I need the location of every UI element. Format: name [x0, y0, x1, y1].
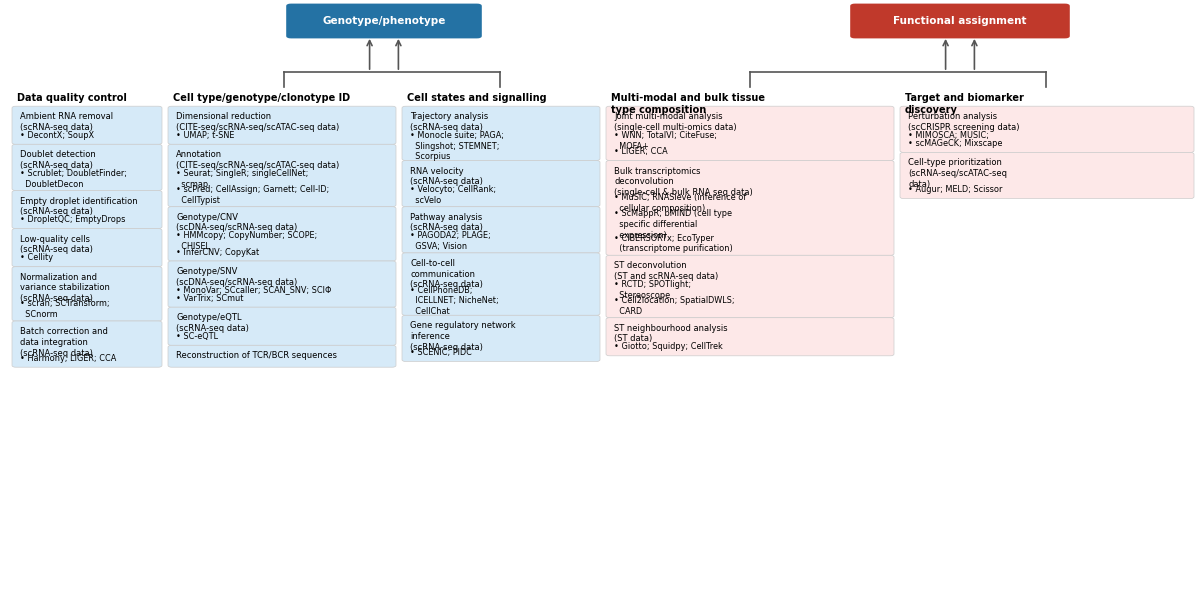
Text: Batch correction and
data integration
(scRNA-seq data): Batch correction and data integration (s… [20, 327, 108, 358]
Text: • RCTD; SPOTlight;
  Stereoscope: • RCTD; SPOTlight; Stereoscope [614, 280, 691, 299]
Text: Genotype/SNV
(scDNA-seq/scRNA-seq data): Genotype/SNV (scDNA-seq/scRNA-seq data) [176, 267, 298, 287]
Text: Bulk transcriptomics
deconvolution
(single-cell & bulk RNA seq data): Bulk transcriptomics deconvolution (sing… [614, 167, 754, 197]
Text: • UMAP; t-SNE: • UMAP; t-SNE [176, 131, 235, 140]
Text: Perturbation analysis
(scCRISPR screening data): Perturbation analysis (scCRISPR screenin… [908, 112, 1020, 132]
Text: ST deconvolution
(ST and scRNA-seq data): ST deconvolution (ST and scRNA-seq data) [614, 262, 719, 281]
Text: • Cellity: • Cellity [20, 253, 54, 262]
FancyBboxPatch shape [606, 161, 894, 256]
Text: Empty droplet identification
(scRNA-seq data): Empty droplet identification (scRNA-seq … [20, 196, 138, 216]
Text: Joint multi-modal analysis
(single-cell multi-omics data): Joint multi-modal analysis (single-cell … [614, 112, 737, 132]
Text: • scPred; CellAssign; Garnett; Cell-ID;
  CellTypist: • scPred; CellAssign; Garnett; Cell-ID; … [176, 185, 330, 205]
Text: Multi-modal and bulk tissue
type composition: Multi-modal and bulk tissue type composi… [611, 93, 764, 115]
Text: • Scrublet; DoubletFinder;
  DoubletDecon: • Scrublet; DoubletFinder; DoubletDecon [20, 169, 127, 188]
Text: Doublet detection
(scRNA-seq data): Doublet detection (scRNA-seq data) [20, 150, 96, 170]
Text: Cell states and signalling: Cell states and signalling [407, 93, 546, 103]
Text: • DecontX; SoupX: • DecontX; SoupX [20, 131, 95, 140]
Text: RNA velocity
(scRNA-seq data): RNA velocity (scRNA-seq data) [410, 167, 484, 186]
Text: • LIGER; CCA: • LIGER; CCA [614, 147, 668, 156]
FancyBboxPatch shape [12, 321, 162, 367]
Text: • Augur; MELD; Scissor: • Augur; MELD; Scissor [908, 185, 1003, 194]
Text: • Seurat; SingleR; singleCellNet;
  scmap: • Seurat; SingleR; singleCellNet; scmap [176, 169, 308, 188]
Text: • WNN; TotalVI; CiteFuse;
  MOFA+: • WNN; TotalVI; CiteFuse; MOFA+ [614, 131, 718, 151]
FancyBboxPatch shape [168, 144, 396, 206]
FancyBboxPatch shape [12, 106, 162, 144]
Text: ST neighbourhood analysis
(ST data): ST neighbourhood analysis (ST data) [614, 324, 728, 343]
FancyBboxPatch shape [287, 4, 481, 38]
Text: Pathway analysis
(scRNA-seq data): Pathway analysis (scRNA-seq data) [410, 213, 484, 232]
Text: Low-quality cells
(scRNA-seq data): Low-quality cells (scRNA-seq data) [20, 235, 94, 254]
Text: • Harmony; LIGER; CCA: • Harmony; LIGER; CCA [20, 354, 116, 362]
FancyBboxPatch shape [402, 206, 600, 253]
Text: Cell-type prioritization
(scRNA-seq/scATAC-seq
data): Cell-type prioritization (scRNA-seq/scAT… [908, 158, 1008, 189]
Text: Functional assignment: Functional assignment [893, 16, 1027, 26]
Text: • MuSiC; RNASieve (inference of
  cellular composition): • MuSiC; RNASieve (inference of cellular… [614, 193, 746, 213]
FancyBboxPatch shape [606, 318, 894, 356]
Text: Trajectory analysis
(scRNA-seq data): Trajectory analysis (scRNA-seq data) [410, 112, 488, 132]
Text: Genotype/CNV
(scDNA-seq/scRNA-seq data): Genotype/CNV (scDNA-seq/scRNA-seq data) [176, 213, 298, 232]
Text: • HMMcopy; CopyNumber; SCOPE;
  CHISEL: • HMMcopy; CopyNumber; SCOPE; CHISEL [176, 231, 318, 251]
Text: • VarTrix; SCmut: • VarTrix; SCmut [176, 294, 244, 303]
Text: Reconstruction of TCR/BCR sequences: Reconstruction of TCR/BCR sequences [176, 352, 337, 360]
FancyBboxPatch shape [168, 346, 396, 367]
FancyBboxPatch shape [12, 191, 162, 229]
FancyBboxPatch shape [900, 152, 1194, 199]
FancyBboxPatch shape [168, 307, 396, 346]
FancyBboxPatch shape [12, 229, 162, 266]
Text: Dimensional reduction
(CITE-seq/scRNA-seq/scATAC-seq data): Dimensional reduction (CITE-seq/scRNA-se… [176, 112, 340, 132]
Text: • CIBERSORTx; EcoTyper
  (transcriptome purification): • CIBERSORTx; EcoTyper (transcriptome pu… [614, 234, 733, 253]
Text: • Giotto; Squidpy; CellTrek: • Giotto; Squidpy; CellTrek [614, 342, 724, 352]
FancyBboxPatch shape [168, 106, 396, 144]
Text: • MIMOSCA; MUSIC;: • MIMOSCA; MUSIC; [908, 131, 989, 140]
FancyBboxPatch shape [900, 106, 1194, 152]
Text: • SC-eQTL: • SC-eQTL [176, 332, 218, 341]
Text: Cell type/genotype/clonotype ID: Cell type/genotype/clonotype ID [173, 93, 350, 103]
FancyBboxPatch shape [12, 266, 162, 321]
Text: • scMAGeCK; Mixscape: • scMAGeCK; Mixscape [908, 139, 1003, 148]
Text: Annotation
(CITE-seq/scRNA-seq/scATAC-seq data): Annotation (CITE-seq/scRNA-seq/scATAC-se… [176, 150, 340, 170]
FancyBboxPatch shape [402, 316, 600, 361]
Text: • scran; SCTransform;
  SCnorm: • scran; SCTransform; SCnorm [20, 299, 110, 319]
FancyBboxPatch shape [168, 261, 396, 307]
Text: • Velocyto; CellRank;
  scVelo: • Velocyto; CellRank; scVelo [410, 185, 497, 205]
Text: Data quality control: Data quality control [17, 93, 127, 103]
Text: Target and biomarker
discovery: Target and biomarker discovery [905, 93, 1024, 115]
Text: • MonoVar; SCcaller; SCAN_SNV; SCIΦ: • MonoVar; SCcaller; SCAN_SNV; SCIΦ [176, 286, 331, 295]
Text: Genotype/eQTL
(scRNA-seq data): Genotype/eQTL (scRNA-seq data) [176, 313, 250, 333]
FancyBboxPatch shape [402, 161, 600, 207]
Text: Cell-to-cell
communication
(scRNA-seq data): Cell-to-cell communication (scRNA-seq da… [410, 259, 484, 289]
FancyBboxPatch shape [606, 106, 894, 161]
Text: • DropletQC; EmptyDrops: • DropletQC; EmptyDrops [20, 215, 126, 224]
Text: Genotype/phenotype: Genotype/phenotype [323, 16, 445, 26]
Text: • ScMappR; bMIND (cell type
  specific differential
  expression): • ScMappR; bMIND (cell type specific dif… [614, 209, 732, 240]
Text: • CellPhoneDB;
  ICELLNET; NicheNet;
  CellChat: • CellPhoneDB; ICELLNET; NicheNet; CellC… [410, 286, 499, 316]
Text: Normalization and
variance stabilization
(scRNA-seq data): Normalization and variance stabilization… [20, 272, 110, 303]
FancyBboxPatch shape [168, 206, 396, 261]
FancyBboxPatch shape [851, 4, 1070, 38]
Text: • Monocle suite; PAGA;
  Slingshot; STEMNET;
  Scorpius: • Monocle suite; PAGA; Slingshot; STEMNE… [410, 131, 504, 161]
Text: • SCENIC; PIDC: • SCENIC; PIDC [410, 348, 473, 357]
Text: Gene regulatory network
inference
(scRNA-seq data): Gene regulatory network inference (scRNA… [410, 322, 516, 352]
Text: Ambient RNA removal
(scRNA-seq data): Ambient RNA removal (scRNA-seq data) [20, 112, 114, 132]
Text: • InferCNV; CopyKat: • InferCNV; CopyKat [176, 248, 259, 257]
FancyBboxPatch shape [12, 144, 162, 191]
Text: • PAGODA2; PLAGE;
  GSVA; Vision: • PAGODA2; PLAGE; GSVA; Vision [410, 232, 491, 251]
Text: • Cell2location; SpatialDWLS;
  CARD: • Cell2location; SpatialDWLS; CARD [614, 296, 736, 316]
FancyBboxPatch shape [402, 253, 600, 316]
FancyBboxPatch shape [402, 106, 600, 161]
FancyBboxPatch shape [606, 256, 894, 318]
